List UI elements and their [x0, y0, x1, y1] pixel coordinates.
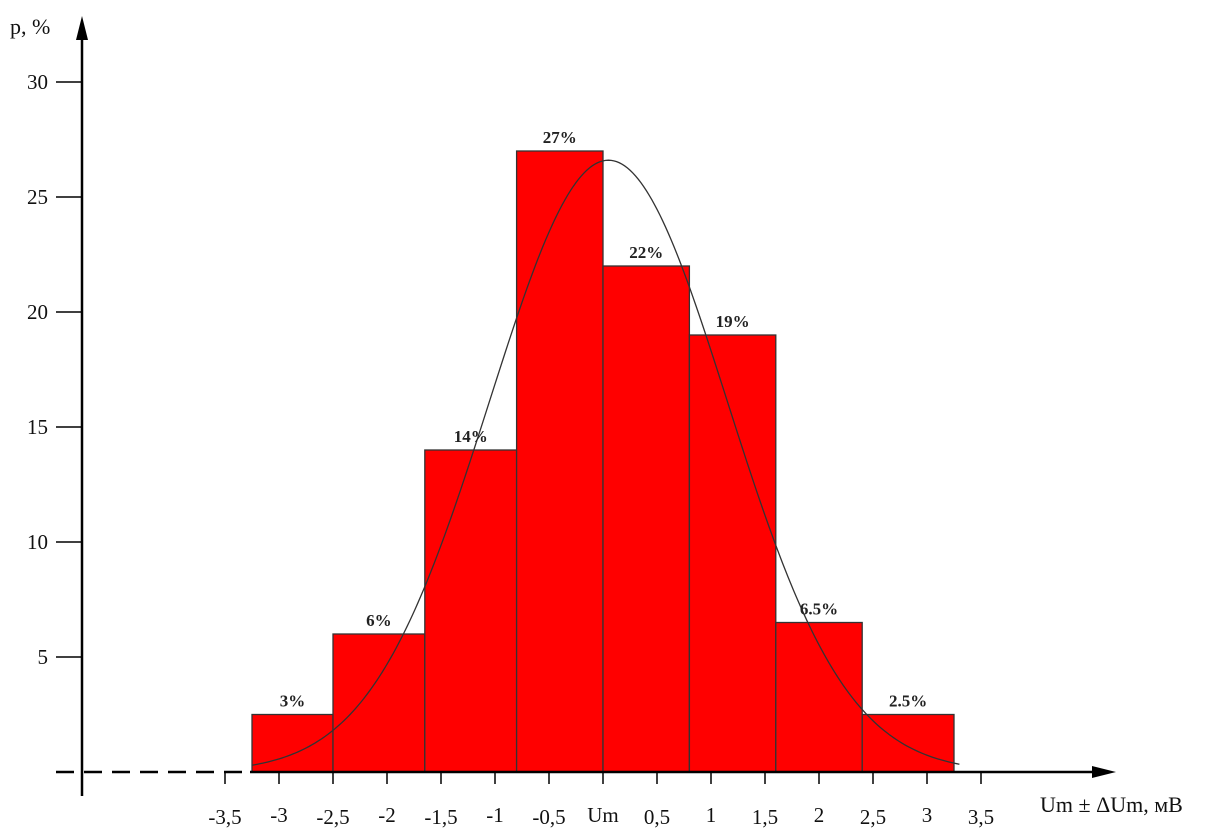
bar-data-label: 6.5%	[800, 600, 838, 619]
curve-layer	[251, 159, 960, 766]
y-axis-title: p, %	[10, 14, 50, 39]
y-axis-arrow	[76, 16, 88, 40]
x-axis-arrow	[1092, 766, 1116, 778]
bar-data-label: 14%	[454, 427, 488, 446]
histogram-bar	[424, 449, 518, 773]
x-axis-title: Um ± ΔUm, мВ	[1040, 792, 1183, 817]
x-tick-label: -1	[486, 803, 504, 827]
x-tick-label: 3	[922, 803, 933, 827]
bar-data-label: 27%	[543, 128, 577, 147]
bar-data-label: 3%	[280, 692, 306, 711]
x-tick-label: 3,5	[968, 805, 994, 829]
x-tick-label: 0,5	[644, 805, 670, 829]
bar-data-label: 2.5%	[889, 692, 927, 711]
axes-layer	[56, 16, 1116, 796]
x-tick-label: -1,5	[424, 805, 457, 829]
y-tick-label: 30	[27, 70, 48, 94]
x-tick-label: -0,5	[532, 805, 565, 829]
labels-layer: 3% 6% 14% 27% 22% 19% 6.5% 2.5% 5 10 15 20 25 30 -3,5 -…	[27, 70, 994, 829]
histogram-bar	[515, 150, 604, 773]
histogram-bar	[602, 265, 691, 773]
x-tick-label: -3	[270, 803, 288, 827]
x-tick-label: 1,5	[752, 805, 778, 829]
bar-data-label: 19%	[716, 312, 750, 331]
histogram-bar	[775, 621, 863, 773]
y-tick-label: 15	[27, 415, 48, 439]
y-tick-label: 25	[27, 185, 48, 209]
y-tick-label: 20	[27, 300, 48, 324]
histogram-bar	[688, 334, 777, 773]
normal-distribution-curve	[251, 159, 960, 766]
x-tick-label: 2	[814, 803, 825, 827]
histogram-bar	[332, 633, 426, 773]
y-tick-label: 5	[38, 645, 49, 669]
x-tick-label: -2	[378, 803, 396, 827]
x-tick-label: 1	[706, 803, 717, 827]
x-tick-label: -2,5	[316, 805, 349, 829]
x-tick-label: Um	[587, 803, 619, 827]
y-tick-label: 10	[27, 530, 48, 554]
bar-data-label: 22%	[629, 243, 663, 262]
bars-layer	[251, 150, 955, 773]
x-tick-label: -3,5	[208, 805, 241, 829]
x-tick-label: 2,5	[860, 805, 886, 829]
bar-data-label: 6%	[366, 611, 392, 630]
